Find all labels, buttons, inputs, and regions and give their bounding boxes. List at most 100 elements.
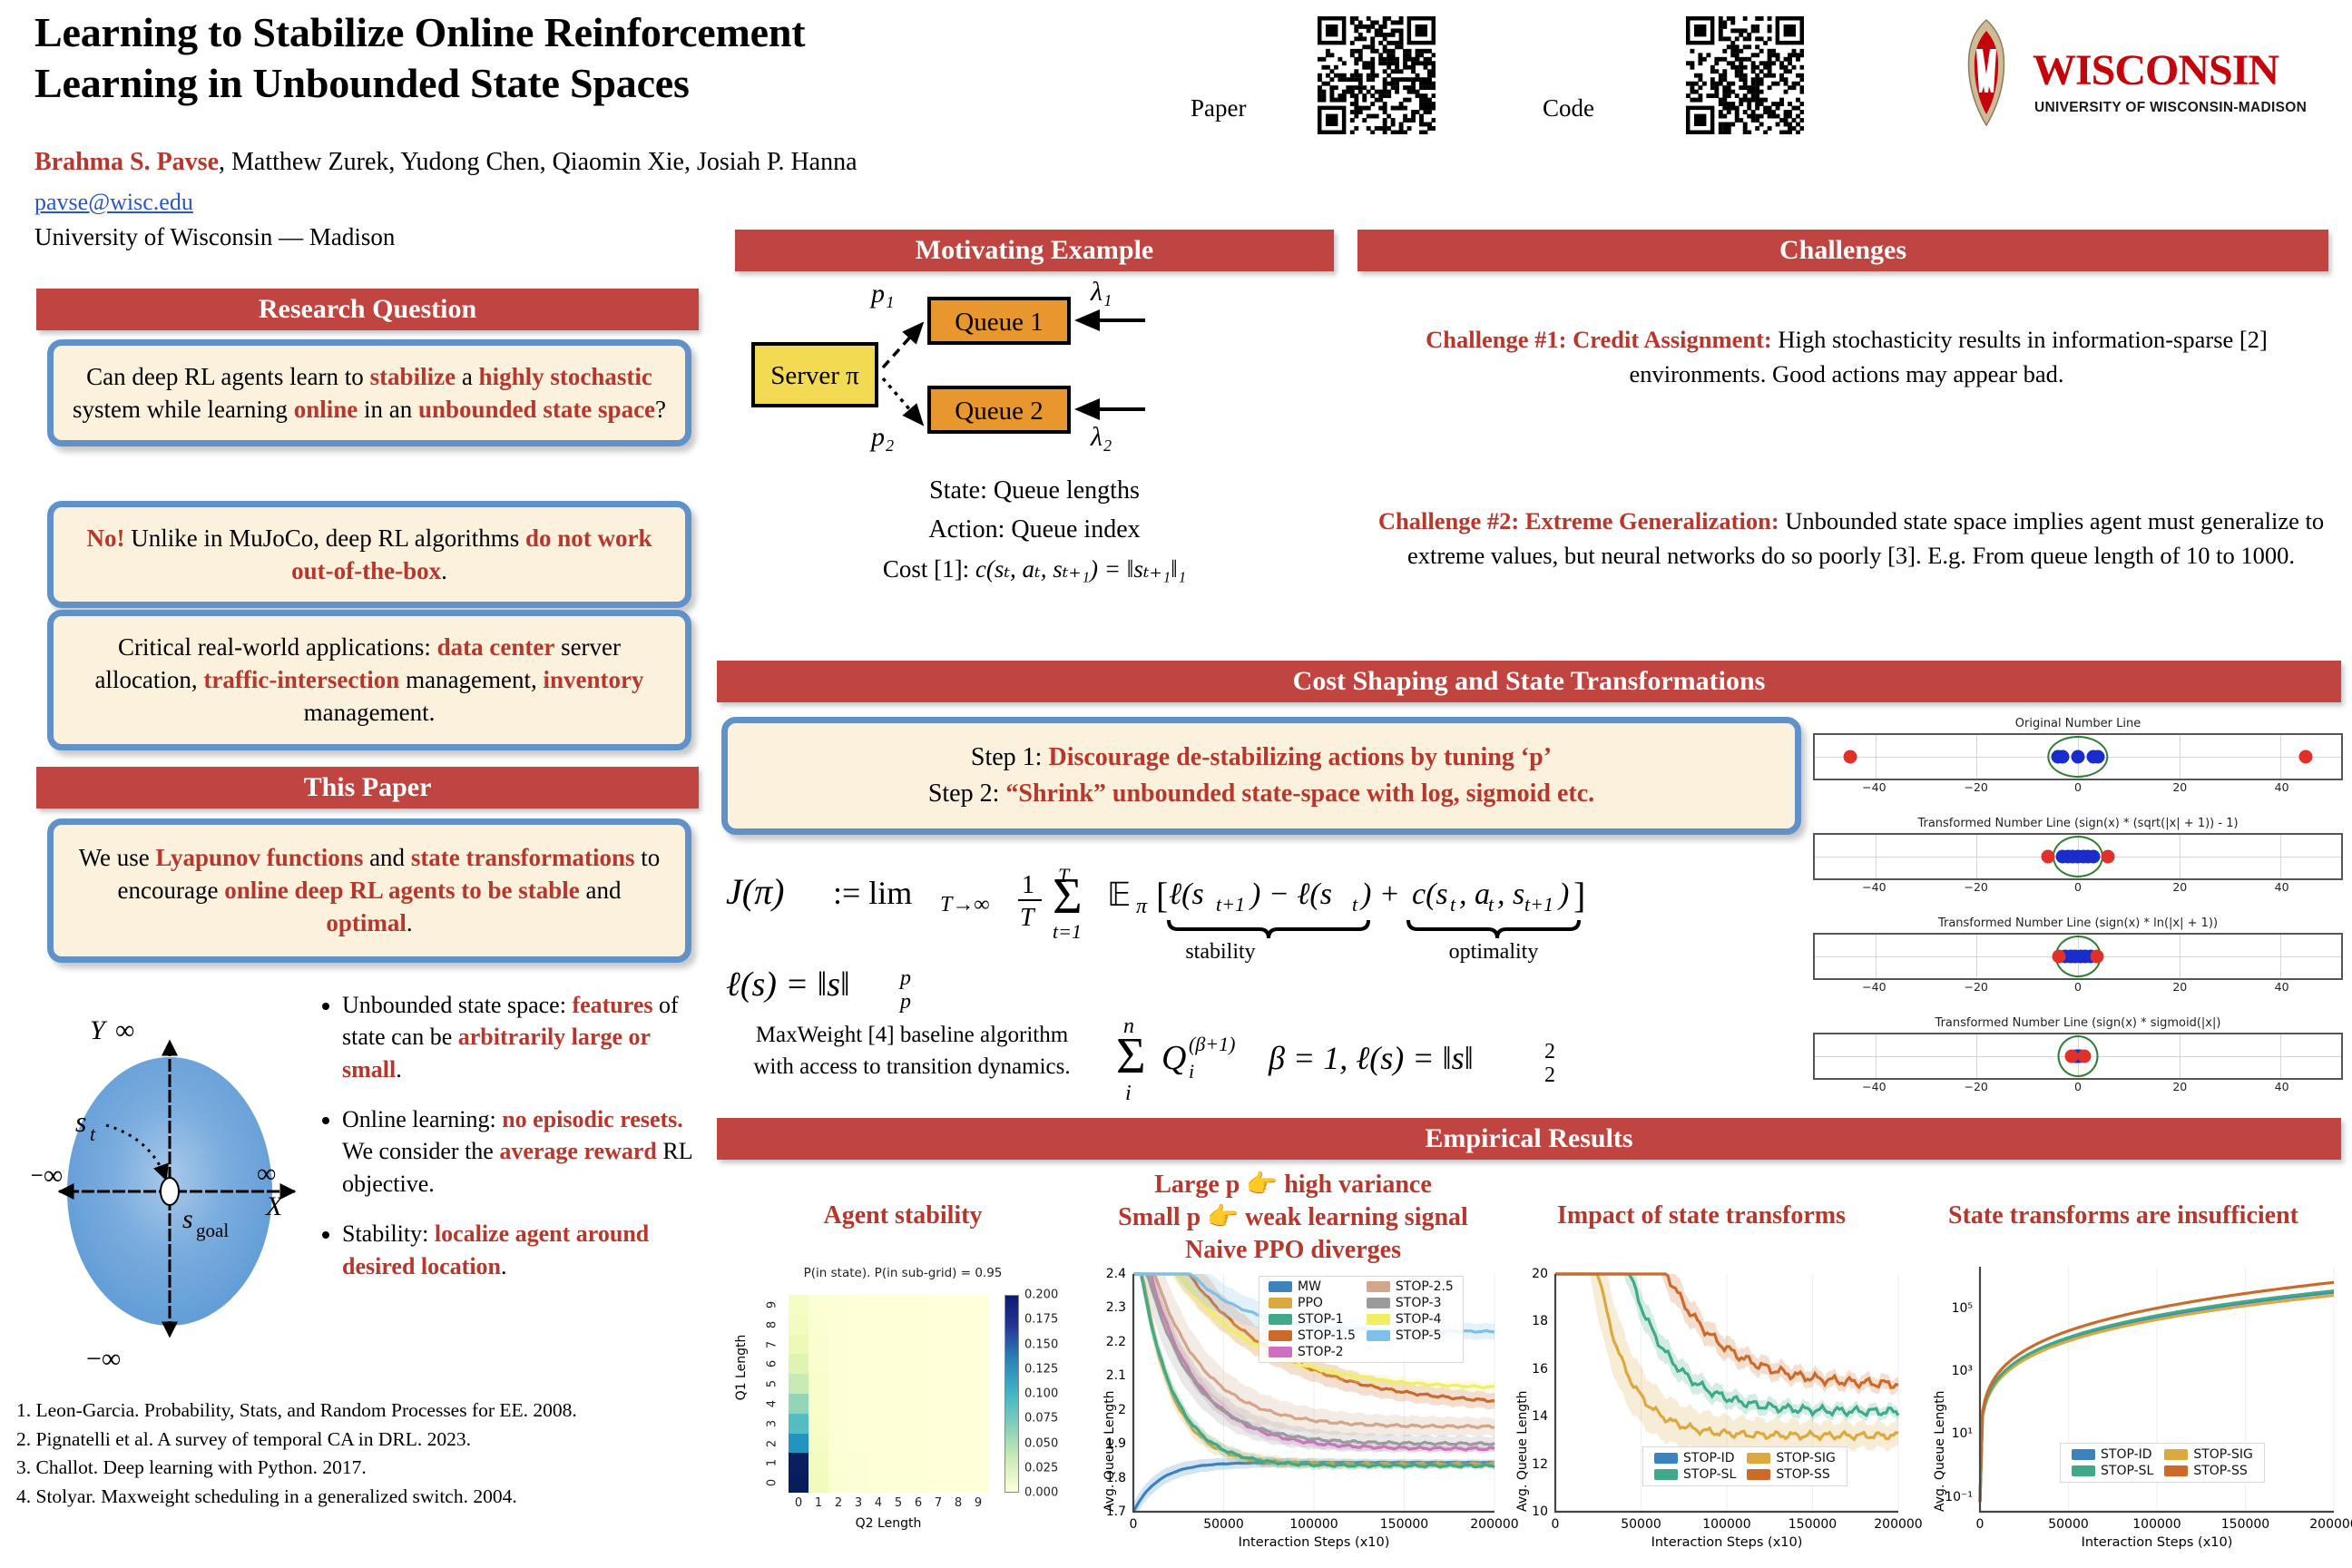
x-axis-tick: 150000 (1379, 1517, 1429, 1532)
x-axis-tick: 50000 (2048, 1517, 2089, 1532)
heatmap-cell (928, 1453, 948, 1474)
heatmap-x-tick: 0 (794, 1496, 803, 1510)
challenge-2-title: Challenge #2: Extreme Generalization: (1377, 507, 1779, 534)
paper-qr-code[interactable] (1318, 16, 1436, 134)
heatmap-cell (948, 1334, 968, 1355)
heatmap-x-tick: 6 (914, 1496, 923, 1510)
svg-text:Y: Y (90, 1015, 108, 1045)
legend-item[interactable]: PPO (1263, 1295, 1361, 1311)
x-axis-tick: 0 (1129, 1517, 1138, 1532)
number-line-axis (1813, 1033, 2343, 1080)
maxweight-description: MaxWeight [4] baseline algorithm with ac… (753, 1023, 1071, 1079)
this-paper-box: We use Lyapunov functions and state tran… (47, 818, 691, 963)
y-axis-label: Avg. Queue Length (1933, 1390, 1947, 1512)
svg-text:1: 1 (1022, 871, 1034, 899)
number-line-ticks: −40 −20 0 20 40 (1862, 880, 2289, 894)
code-qr-code[interactable] (1686, 16, 1804, 134)
challenge-2-body: Unbounded state space implies agent must… (1406, 507, 2325, 570)
legend-item[interactable]: STOP-ID (1649, 1450, 1741, 1466)
figure-title-impact: Impact of state transforms (1556, 1201, 1847, 1230)
heatmap-cell (968, 1473, 988, 1493)
legend-item[interactable]: STOP-SIG (2159, 1446, 2259, 1463)
heatmap-cell (928, 1393, 948, 1414)
heatmap-grid (789, 1295, 988, 1493)
heatmap-y-tick: 1 (765, 1459, 779, 1467)
heatmap-cell (948, 1314, 968, 1335)
legend-swatch (2164, 1465, 2189, 1476)
x-axis-tick: 0 (1551, 1517, 1560, 1532)
heatmap-cell (848, 1473, 868, 1493)
heatmap-cell (908, 1473, 928, 1493)
heatmap-cell (948, 1473, 968, 1493)
banner-challenges: Challenges (1357, 230, 2328, 271)
list-item: Online learning: no episodic resets. We … (342, 1103, 712, 1200)
legend-label: STOP-SIG (2193, 1447, 2253, 1462)
confidence-band (1555, 1274, 1898, 1455)
cost-equation: c(sₜ, aₜ, sₜ₊₁) = ‖sₜ₊₁‖₁ (975, 555, 1187, 583)
colorbar-tick: 0.075 (1024, 1411, 1059, 1426)
legend-swatch (1269, 1347, 1292, 1357)
heatmap-cell (789, 1433, 808, 1454)
legend-item[interactable]: STOP-1 (1263, 1311, 1361, 1328)
heatmap-cell (789, 1473, 808, 1493)
svg-text:): ) (1359, 877, 1371, 911)
heatmap-cell (848, 1433, 868, 1454)
y-axis-tick: 14 (1532, 1409, 1548, 1425)
legend-item[interactable]: STOP-SL (2066, 1463, 2159, 1479)
legend-item[interactable]: STOP-1.5 (1263, 1328, 1361, 1344)
data-point-red (2077, 1049, 2092, 1063)
x-axis-tick: 200000 (1470, 1517, 1519, 1532)
legend-label: STOP-SIG (1776, 1451, 1836, 1465)
legend-item[interactable]: STOP-2.5 (1361, 1279, 1459, 1295)
heatmap-cell (828, 1473, 848, 1493)
x-axis-tick: 100000 (2132, 1517, 2181, 1532)
legend-item[interactable]: STOP-SS (1741, 1466, 1841, 1483)
heatmap-cell (868, 1413, 888, 1434)
legend-item[interactable]: STOP-4 (1361, 1311, 1459, 1328)
y-axis-tick: 1.8 (1105, 1470, 1126, 1485)
heatmap-x-tick: 5 (894, 1496, 903, 1510)
email-link[interactable]: pavse@wisc.edu (34, 189, 193, 215)
svg-text:t: t (1450, 893, 1456, 916)
heatmap-cell (808, 1473, 828, 1493)
heatmap-y-tick: 9 (765, 1300, 779, 1309)
heatmap-cell (808, 1374, 828, 1394)
legend-item[interactable]: STOP-SS (2159, 1463, 2259, 1479)
heatmap-cell (968, 1354, 988, 1375)
queue-arrows (881, 309, 1145, 426)
legend-swatch (1269, 1298, 1292, 1308)
heatmap-cell (868, 1433, 888, 1454)
legend-item[interactable]: STOP-5 (1361, 1328, 1459, 1344)
legend-item[interactable]: STOP-SL (1649, 1466, 1741, 1483)
heatmap-cell (928, 1354, 948, 1375)
number-line-title: Transformed Number Line (sign(x) * sigmo… (1935, 1016, 2221, 1030)
series-line (1133, 1272, 1495, 1404)
list-item: Stability: localize agent around desired… (342, 1218, 712, 1282)
series-line (1133, 1272, 1495, 1390)
heatmap-cell (868, 1314, 888, 1335)
y-axis-tick: 10¹ (1951, 1426, 1973, 1442)
legend-item[interactable]: STOP-3 (1361, 1295, 1459, 1311)
heatmap-x-tick: 1 (814, 1496, 823, 1510)
x-axis-tick: 50000 (1203, 1517, 1244, 1532)
uw-subtitle: UNIVERSITY OF WISCONSIN-MADISON (2034, 100, 2308, 115)
legend-item[interactable]: MW (1263, 1279, 1361, 1295)
heatmap-cell (908, 1453, 928, 1474)
p-line-1: Large p 👉 high variance (1154, 1171, 1432, 1199)
legend-item[interactable]: STOP-2 (1263, 1344, 1361, 1360)
heatmap-cell (888, 1334, 908, 1355)
page-title: Learning to Stabilize Online Reinforceme… (34, 7, 1178, 109)
heatmap-y-tick: 4 (765, 1399, 779, 1408)
heatmap-cell (888, 1314, 908, 1335)
number-line-title: Transformed Number Line (sign(x) * ln(|x… (1937, 916, 2219, 930)
heatmap-x-tick: 8 (954, 1496, 963, 1510)
series-line (1978, 1280, 2335, 1503)
legend-label: STOP-SS (2193, 1464, 2248, 1478)
legend-item[interactable]: STOP-ID (2066, 1446, 2159, 1463)
x-axis-label: Interaction Steps (x10) (1238, 1535, 1390, 1550)
legend-item[interactable]: STOP-SIG (1741, 1450, 1841, 1466)
heatmap-cell (908, 1413, 928, 1434)
heatmap-cell (888, 1473, 908, 1493)
action-definition: Action: Queue index (928, 515, 1141, 544)
queueing-system-diagram: Server π Queue 1 Queue 2 p₁ p₂ λ₁ λ₂ (735, 277, 1334, 467)
